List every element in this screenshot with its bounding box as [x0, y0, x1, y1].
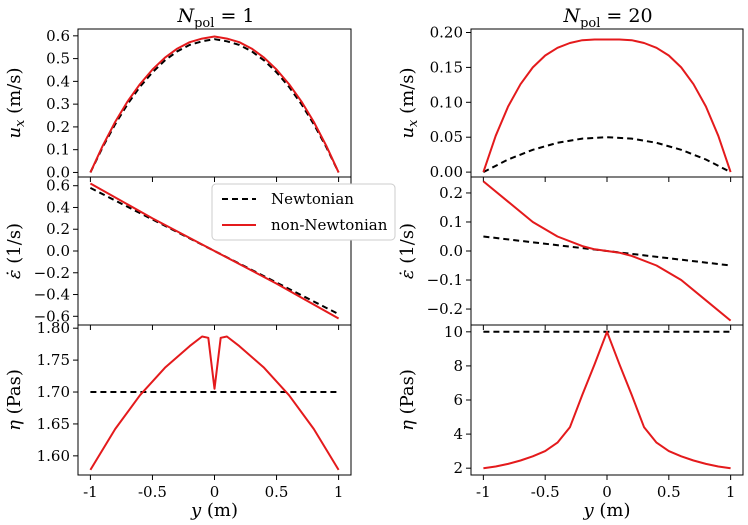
y-tick-label: 4 — [453, 425, 463, 443]
panel-right-middle: −0.2 −0.1 0.0 0.1 0.2 ε̇ (1/s) — [397, 176, 744, 330]
y-tick-label: 2 — [453, 459, 463, 477]
x-tick-label: -1 — [83, 483, 98, 501]
x-axis-label: y (m) — [582, 500, 630, 521]
y-axis-label: ux (m/s) — [397, 67, 421, 138]
y-tick-label: 0.1 — [46, 141, 70, 159]
y-tick-label: −0.6 — [34, 307, 70, 325]
plot-frame — [77, 324, 352, 476]
x-tick-label: 0.5 — [265, 483, 289, 501]
x-tick-label: 0 — [210, 483, 220, 501]
legend: Newtonian non-Newtonian — [211, 183, 396, 241]
y-axis-label: η (Pas) — [4, 369, 25, 431]
x-tick-label: 1 — [726, 483, 736, 501]
panel-left-bottom: 1.60 1.65 1.70 1.75 1.80 -1 -0.5 0 0.5 1 η (Pas) y … — [4, 319, 352, 521]
y-tick-label: 0.6 — [46, 177, 70, 195]
panel-right-bottom: 2 4 6 8 10 -1 -0.5 0 0.5 1 η (Pas) y (m) — [397, 323, 744, 521]
y-axis-label: ux (m/s) — [4, 67, 28, 138]
y-tick-label: 0.2 — [439, 184, 463, 202]
y-tick-label: −0.4 — [34, 286, 70, 304]
right-column-title: Npol = 20 — [562, 5, 652, 31]
plot-frame — [77, 28, 352, 178]
y-tick-label: 0.1 — [439, 213, 463, 231]
column-titles: Npol = 1 Npol = 20 — [176, 5, 652, 31]
plot-frame — [470, 324, 744, 476]
plot-frame — [470, 28, 744, 178]
y-tick-label: 0.10 — [430, 93, 463, 111]
x-tick-label: -1 — [476, 483, 491, 501]
legend-box — [211, 183, 396, 241]
y-tick-label: 0.20 — [430, 23, 463, 41]
y-tick-label: 1.70 — [37, 383, 70, 401]
y-tick-label: 10 — [444, 323, 463, 341]
y-axis-label: ε̇ (1/s) — [4, 223, 25, 279]
x-axis-label: y (m) — [190, 500, 238, 521]
panel-left-middle: −0.6 −0.4 −0.2 0.0 0.2 0.4 0.6 ε̇ (1/s) — [4, 176, 352, 330]
x-tick-label: 0 — [602, 483, 612, 501]
series-line-non-newtonian — [482, 38, 732, 173]
series-line-newtonian — [89, 38, 340, 173]
panel-right-top: 0.00 0.05 0.10 0.15 0.20 ux (m/s) — [397, 23, 744, 182]
y-tick-label: 1.80 — [37, 319, 70, 337]
x-tick-label: -0.5 — [531, 483, 560, 501]
y-tick-label: 1.75 — [37, 351, 70, 369]
y-axis-label: ε̇ (1/s) — [397, 223, 418, 279]
series-line-non-newtonian — [89, 35, 340, 173]
series-line-non-newtonian — [482, 180, 732, 322]
panel-left-top: 0.0 0.1 0.2 0.3 0.4 0.5 0.6 ux (m/s) — [4, 27, 352, 182]
y-tick-label: 0.4 — [46, 198, 70, 216]
y-tick-label: 0.15 — [430, 58, 463, 76]
x-tick-label: -0.5 — [138, 483, 167, 501]
legend-label-non-newtonian: non-Newtonian — [271, 216, 388, 234]
y-tick-label: 6 — [453, 391, 463, 409]
panels-layer: 0.00.10.20.30.40.50.6ux (m/s)−0.6−0.4−0.… — [4, 23, 744, 521]
y-tick-label: 0.6 — [46, 27, 70, 45]
series-line-newtonian — [482, 136, 732, 173]
y-tick-label: 1.60 — [37, 447, 70, 465]
y-tick-label: −0.2 — [427, 300, 463, 318]
y-tick-label: 0.2 — [46, 220, 70, 238]
x-tick-label: 1 — [334, 483, 344, 501]
y-tick-label: 0.05 — [430, 128, 463, 146]
y-axis-label: η (Pas) — [397, 369, 418, 431]
y-tick-label: 0.00 — [430, 163, 463, 181]
legend-label-newtonian: Newtonian — [271, 190, 354, 208]
y-tick-label: 0.0 — [439, 242, 463, 260]
series-line-non-newtonian — [483, 330, 731, 470]
x-tick-label: 0.5 — [657, 483, 681, 501]
y-tick-label: 0.0 — [46, 242, 70, 260]
y-tick-label: 0.4 — [46, 72, 70, 90]
y-tick-label: 0.2 — [46, 118, 70, 136]
y-tick-label: 8 — [453, 357, 463, 375]
y-tick-label: −0.1 — [427, 271, 463, 289]
y-tick-label: −0.2 — [34, 264, 70, 282]
series-line-non-newtonian — [89, 182, 340, 320]
y-tick-label: 0.3 — [46, 95, 70, 113]
left-column-title: Npol = 1 — [176, 5, 254, 31]
y-tick-label: 0.5 — [46, 50, 70, 68]
series-line-non-newtonian — [89, 335, 340, 471]
y-tick-label: 1.65 — [37, 415, 70, 433]
series-line-newtonian — [89, 187, 340, 315]
y-tick-label: 0.0 — [46, 163, 70, 181]
